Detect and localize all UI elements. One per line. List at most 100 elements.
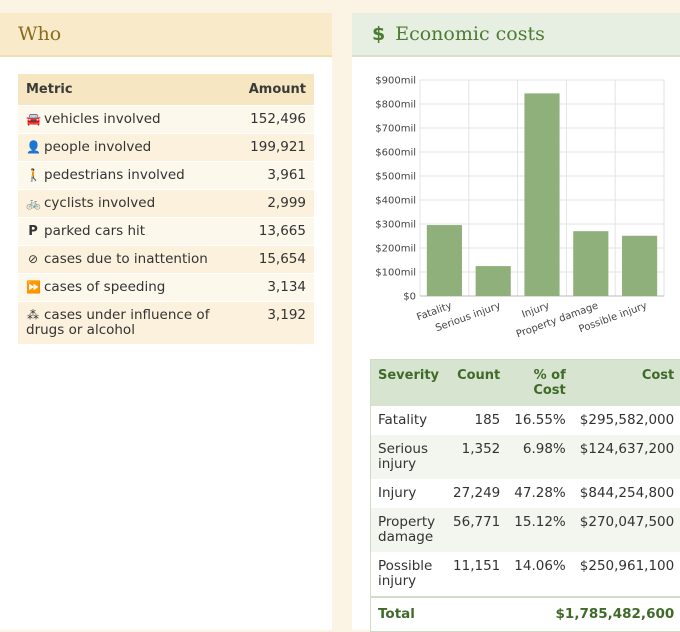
pedestrian-icon: 🚶 [26, 168, 40, 183]
y-tick-label: $900mil [375, 76, 416, 87]
who-amount-cell: 15,654 [241, 246, 314, 274]
who-row: ⊘ cases due to inattention 15,654 [18, 246, 314, 274]
y-tick-label: $500mil [375, 172, 416, 183]
who-metric-label: cases due to inattention [44, 251, 208, 267]
who-metric-label: cases of speeding [44, 279, 165, 295]
who-amount-cell: 13,665 [241, 218, 314, 246]
severity-pct-cell: 47.28% [507, 479, 572, 508]
severity-pct-cell: 14.06% [507, 552, 572, 597]
who-metric-label: cases under influence of drugs or alcoho… [26, 307, 209, 338]
severity-total-row: Total$1,785,482,600 [371, 597, 680, 632]
who-metric-label: cyclists involved [44, 195, 155, 211]
y-tick-label: $300mil [375, 220, 416, 231]
metric-header: Metric [18, 74, 241, 106]
who-metric-label: pedestrians involved [44, 167, 185, 183]
severity-severity-cell: Injury [371, 479, 447, 508]
severity-cost-cell: $295,582,000 [573, 406, 680, 435]
severity-pct-cell: 15.12% [507, 508, 572, 552]
who-row: 🚶 pedestrians involved 3,961 [18, 162, 314, 190]
cost-bar-chart: $0 $100mil $200mil $300mil $400mil $500mil $60… [360, 70, 670, 350]
who-title: Who [18, 23, 61, 45]
bar [427, 225, 462, 296]
who-row: 👤 people involved 199,921 [18, 134, 314, 162]
who-row: ⏩ cases of speeding 3,134 [18, 274, 314, 302]
severity-severity-cell: Property damage [371, 508, 447, 552]
who-amount-cell: 2,999 [241, 190, 314, 218]
severity-table-header: Severity Count % of Cost Cost [371, 360, 680, 407]
dollar-icon: $ [372, 23, 385, 45]
person-icon: 👤 [26, 140, 40, 155]
severity-cost-cell: $250,961,100 [573, 552, 680, 597]
who-amount-cell: 199,921 [241, 134, 314, 162]
y-tick-label: $200mil [375, 244, 416, 255]
cannabis-icon: ⁂ [26, 308, 40, 323]
who-table-header: Metric Amount [18, 74, 314, 106]
severity-pct-cell: 6.98% [507, 435, 572, 479]
who-metric-cell: ⊘ cases due to inattention [18, 246, 241, 274]
y-tick-label: $400mil [375, 196, 416, 207]
cost-header: Cost [573, 360, 680, 407]
economic-costs-title: Economic costs [395, 23, 545, 45]
y-tick-label: $100mil [375, 268, 416, 279]
total-label: Total [371, 597, 508, 632]
who-metric-cell: 👤 people involved [18, 134, 241, 162]
who-metric-label: people involved [44, 139, 151, 155]
bar [476, 266, 511, 296]
who-amount-cell: 3,134 [241, 274, 314, 302]
who-row: 🚲 cyclists involved 2,999 [18, 190, 314, 218]
count-header: Count [446, 360, 507, 407]
severity-count-cell: 185 [446, 406, 507, 435]
economic-costs-header: $ Economic costs [352, 13, 680, 57]
who-panel-header: Who [0, 13, 332, 57]
bicycle-icon: 🚲 [26, 196, 40, 211]
parking-icon: P [26, 224, 40, 239]
severity-cost-cell: $844,254,800 [573, 479, 680, 508]
who-metric-cell: 🚲 cyclists involved [18, 190, 241, 218]
severity-count-cell: 56,771 [446, 508, 507, 552]
severity-severity-cell: Fatality [371, 406, 447, 435]
y-tick-label: $700mil [375, 124, 416, 135]
y-tick-label: $0 [403, 292, 416, 303]
fast-forward-icon: ⏩ [26, 280, 40, 295]
severity-pct-cell: 16.55% [507, 406, 572, 435]
who-row: 🚘 vehicles involved 152,496 [18, 106, 314, 134]
eye-slash-icon: ⊘ [26, 252, 40, 267]
who-row: ⁂cases under influence of drugs or alcoh… [18, 302, 314, 345]
who-metric-cell: ⁂cases under influence of drugs or alcoh… [18, 302, 241, 345]
who-metric-cell: ⏩ cases of speeding [18, 274, 241, 302]
car-icon: 🚘 [26, 112, 40, 127]
who-amount-cell: 3,192 [241, 302, 314, 345]
severity-cost-cell: $124,637,200 [573, 435, 680, 479]
severity-severity-cell: Possible injury [371, 552, 447, 597]
y-tick-label: $600mil [375, 148, 416, 159]
who-amount-cell: 3,961 [241, 162, 314, 190]
who-metric-cell: 🚘 vehicles involved [18, 106, 241, 134]
pct-header: % of Cost [507, 360, 572, 407]
bar [524, 93, 559, 296]
severity-count-cell: 27,249 [446, 479, 507, 508]
x-tick-label: Property damage [515, 300, 600, 340]
who-metric-label: vehicles involved [44, 111, 161, 127]
who-amount-cell: 152,496 [241, 106, 314, 134]
amount-header: Amount [241, 74, 314, 106]
severity-cost-cell: $270,047,500 [573, 508, 680, 552]
y-tick-label: $800mil [375, 100, 416, 111]
severity-count-cell: 1,352 [446, 435, 507, 479]
bar [573, 231, 608, 296]
severity-header: Severity [371, 360, 447, 407]
severity-severity-cell: Serious injury [371, 435, 447, 479]
severity-count-cell: 11,151 [446, 552, 507, 597]
total-cost: $1,785,482,600 [507, 597, 680, 632]
who-metric-label: parked cars hit [44, 223, 145, 239]
who-metric-cell: 🚶 pedestrians involved [18, 162, 241, 190]
bar [622, 236, 657, 296]
